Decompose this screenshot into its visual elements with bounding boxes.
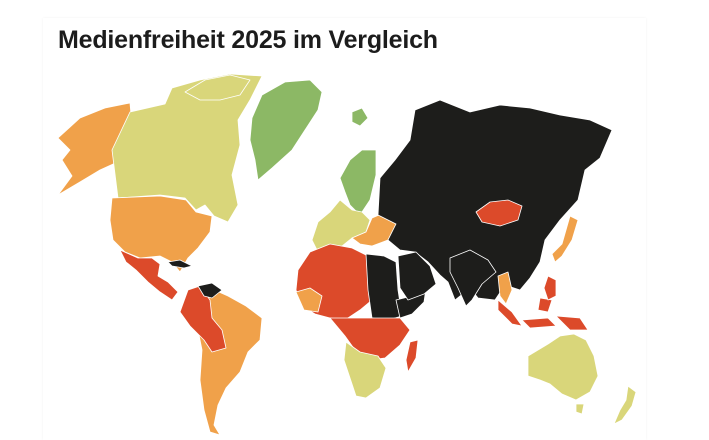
region-mongolia	[475, 199, 523, 227]
region-india	[449, 249, 497, 307]
region-central-east-africa	[329, 317, 411, 361]
region-scandinavia	[339, 149, 377, 216]
region-greenland	[249, 79, 323, 181]
region-indochina	[497, 271, 513, 305]
region-madagascar	[405, 339, 419, 373]
region-russia-asia	[377, 99, 613, 301]
region-mexico-central-america	[119, 249, 179, 301]
region-indonesia	[497, 297, 589, 331]
map-title: Medienfreiheit 2025 im Vergleich	[58, 26, 438, 54]
region-tasmania	[575, 403, 585, 415]
region-japan	[551, 215, 579, 263]
region-australia	[527, 333, 599, 401]
region-iceland	[351, 107, 369, 127]
region-new-zealand	[613, 385, 637, 425]
region-venezuela	[197, 282, 223, 299]
region-egypt-sudan	[365, 253, 403, 321]
region-philippines	[543, 275, 557, 301]
region-cuba	[167, 259, 193, 269]
region-alaska	[57, 102, 135, 196]
region-west-africa	[295, 287, 323, 313]
region-southern-africa	[343, 341, 387, 399]
region-arabia	[397, 251, 437, 301]
region-canada-islands	[184, 74, 251, 101]
region-canada	[111, 73, 263, 223]
